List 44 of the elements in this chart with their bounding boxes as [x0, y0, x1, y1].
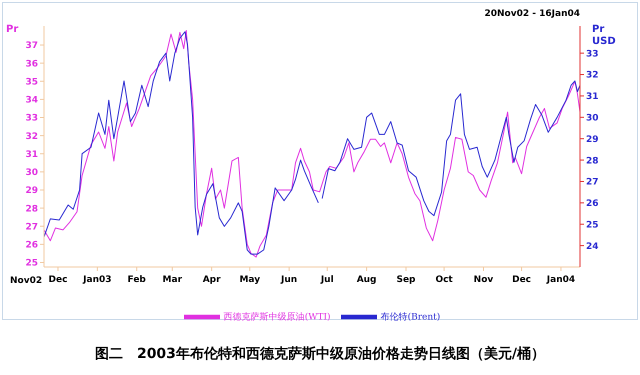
- x-tick-label: Nov: [474, 275, 494, 285]
- y-tick-label: 36: [25, 59, 38, 70]
- x-tick-label: Sep: [396, 275, 416, 285]
- y-tick-label: 28: [25, 204, 38, 214]
- x-tick-label: Jun: [280, 275, 298, 285]
- y-tick-label: 31: [25, 150, 38, 160]
- y2-tick-label: 26: [586, 199, 599, 210]
- y-tick-label: 27: [25, 222, 38, 232]
- y2-tick-label: 29: [586, 134, 599, 145]
- y-tick-label: 34: [25, 96, 38, 106]
- y2-tick-label: 32: [586, 70, 599, 81]
- y-tick-label: 25: [25, 258, 38, 269]
- x-tick-label: May: [239, 275, 260, 285]
- x-tick-label: Mar: [162, 275, 183, 285]
- y2-tick-label: 27: [586, 178, 599, 188]
- y-axis-title: Pr: [6, 24, 18, 35]
- text: 20Nov02 - 16Jan04: [484, 9, 580, 19]
- text: 图二 2003年布伦特和西德克萨斯中级原油价格走势日线图（美元/桶）: [94, 345, 546, 363]
- x-tick-label: Jan03: [82, 275, 112, 285]
- x-tick-label: Apr: [202, 275, 222, 285]
- y-tick-label: 37: [25, 41, 38, 52]
- y-tick-label: 30: [25, 168, 38, 178]
- x-tick-label: Jan04: [546, 275, 576, 285]
- y-tick-label: 35: [25, 77, 38, 88]
- y-tick-label: 29: [25, 186, 38, 196]
- y2-axis-title: Pr USD: [592, 24, 616, 48]
- y-tick-label: 26: [25, 240, 38, 251]
- legend-label: 西德克萨斯中级原油(WTI): [224, 312, 331, 322]
- y-tick-label: 33: [25, 114, 38, 124]
- y2-tick-label: 33: [586, 49, 599, 60]
- x-tick-label: Feb: [128, 275, 146, 285]
- legend-label: 布伦特(Brent): [380, 312, 440, 322]
- y2-tick-label: 31: [586, 92, 599, 102]
- x-tick-label: Dec: [512, 275, 532, 285]
- y2-tick-label: 28: [586, 156, 599, 166]
- text: Nov02: [10, 276, 42, 286]
- x-tick-label: Jul: [320, 275, 334, 285]
- y2-tick-label: 24: [586, 242, 599, 252]
- y-tick-label: 32: [25, 132, 38, 142]
- y2-tick-label: 30: [586, 114, 599, 124]
- y2-tick-label: 25: [586, 220, 599, 230]
- x-tick-label: Oct: [435, 275, 454, 285]
- x-tick-label: Aug: [356, 275, 377, 285]
- x-tick-label: Dec: [48, 275, 68, 285]
